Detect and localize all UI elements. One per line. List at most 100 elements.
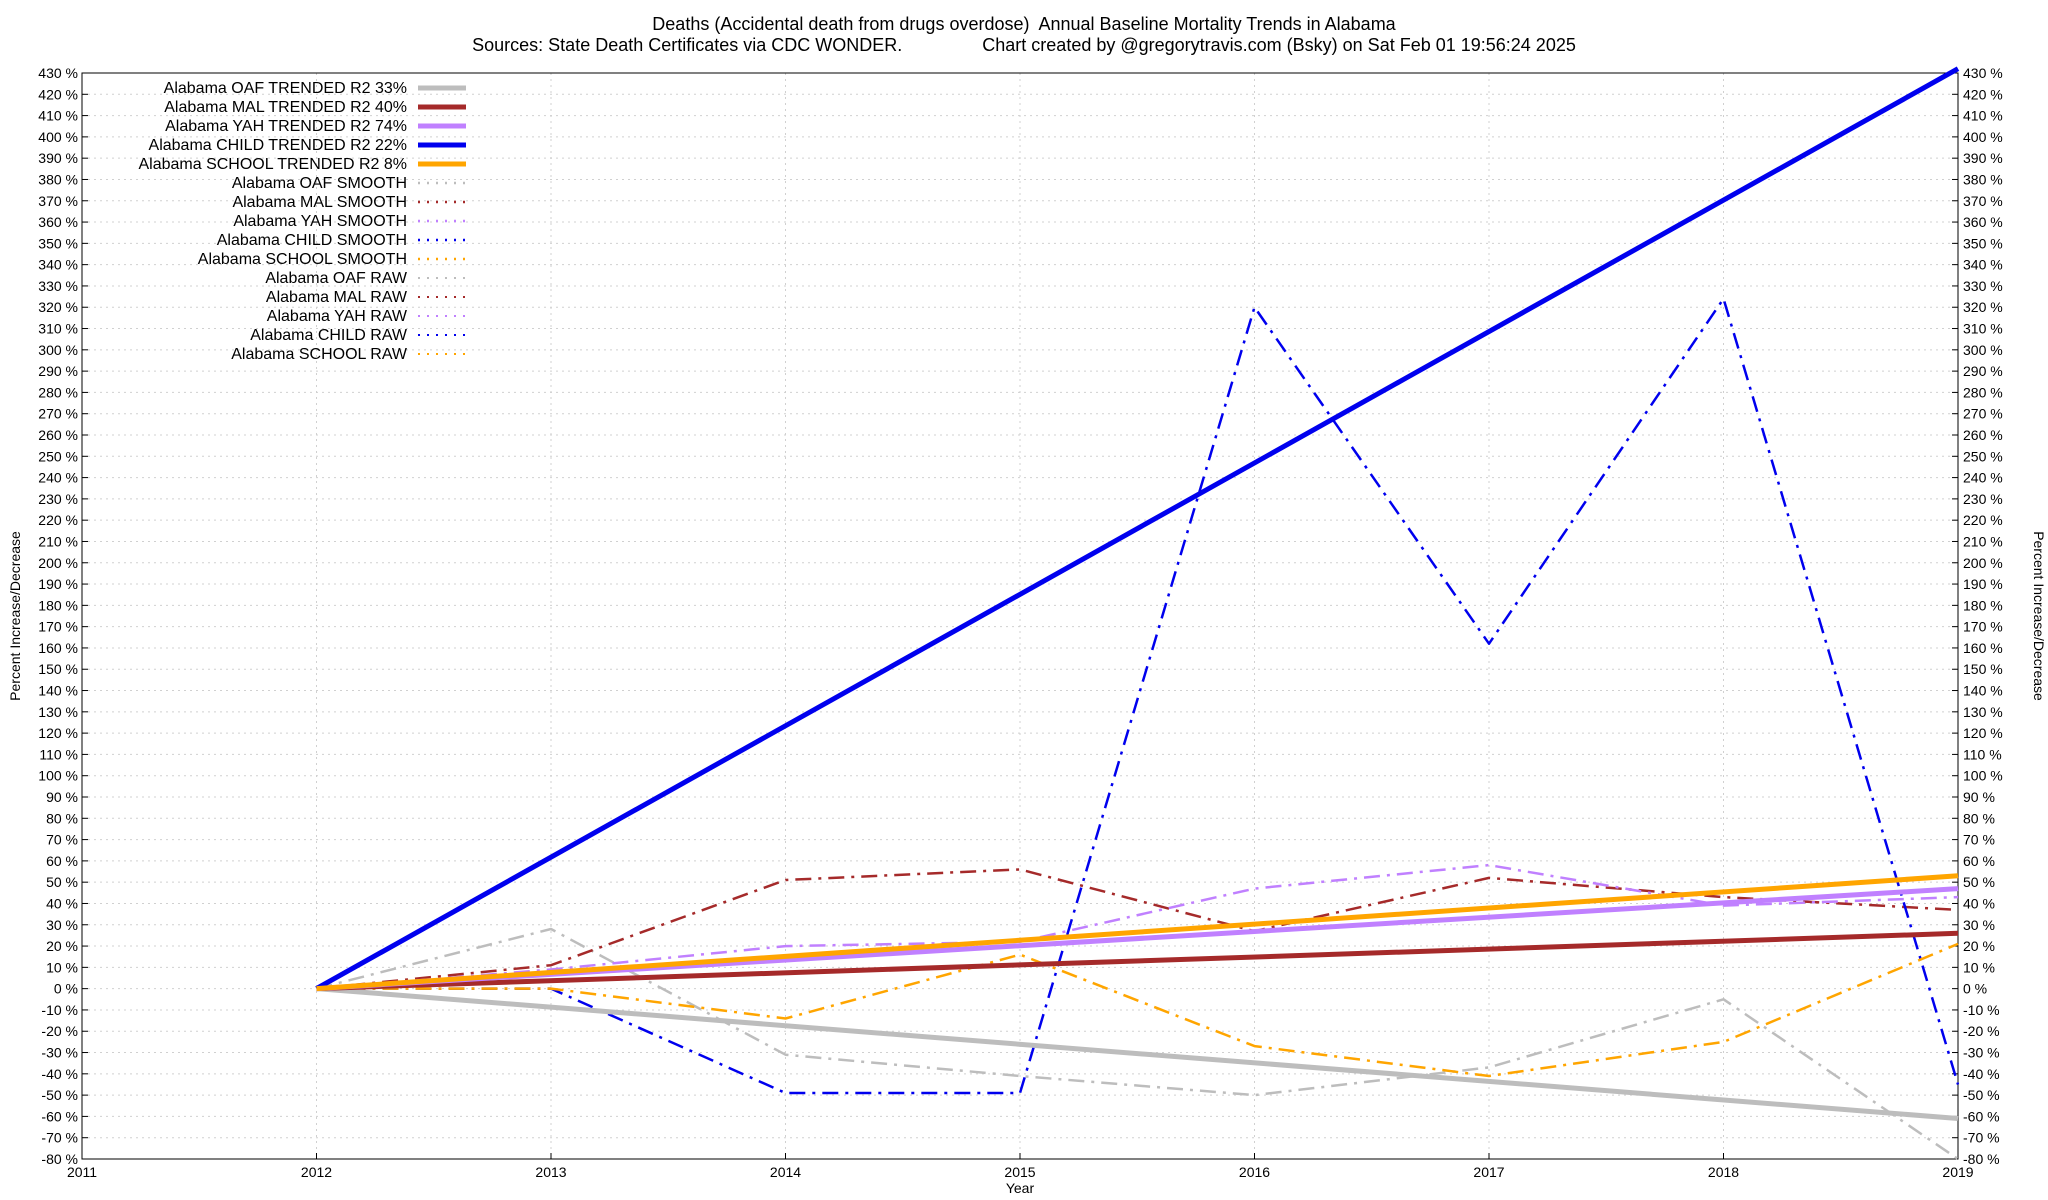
y-tick-label-left: 430 % [38,65,78,81]
y-tick-label-left: -60 % [41,1108,78,1124]
y-tick-label-right: 40 % [1963,895,1995,911]
y-tick-label-right: 50 % [1963,874,1995,890]
y-tick-label-left: 350 % [38,235,78,251]
y-tick-label-right: 390 % [1963,150,2003,166]
y-tick-label-left: 0 % [54,981,78,997]
y-tick-label-right: 260 % [1963,427,2003,443]
y-tick-label-right: 160 % [1963,640,2003,656]
y-tick-label-right: 410 % [1963,108,2003,124]
y-tick-label-left: 330 % [38,278,78,294]
y-tick-label-right: 350 % [1963,235,2003,251]
y-tick-label-left: 180 % [38,597,78,613]
y-tick-label-left: 100 % [38,768,78,784]
y-tick-label-right: 370 % [1963,193,2003,209]
series-line-alabama-child-trended-r2-22 [315,66,1960,991]
x-tick-label: 2013 [535,1164,566,1180]
y-tick-label-left: 80 % [46,810,78,826]
series-line-alabama-child-smooth [316,297,1960,1095]
x-tick-label: 2012 [301,1164,332,1180]
y-tick-label-left: 280 % [38,384,78,400]
y-tick-label-left: 10 % [46,959,78,975]
y-tick-label-left: 320 % [38,299,78,315]
x-tick-label: 2017 [1473,1164,1504,1180]
series-line-alabama-oaf-smooth [316,927,1959,1161]
y-tick-label-right: 360 % [1963,214,2003,230]
legend-label: Alabama MAL SMOOTH [232,194,407,211]
y-tick-label-left: 270 % [38,406,78,422]
chart-subtitle: Sources: State Death Certificates via CD… [472,35,1576,55]
y-tick-label-left: 20 % [46,938,78,954]
y-tick-label-right: 320 % [1963,299,2003,315]
x-tick-label: 2018 [1708,1164,1739,1180]
y-tick-label-left: 130 % [38,704,78,720]
x-axis-label: Year [1006,1180,1035,1196]
legend-label: Alabama SCHOOL SMOOTH [198,251,407,268]
y-tick-label-left: 50 % [46,874,78,890]
y-tick-label-right: -20 % [1963,1023,2000,1039]
y-tick-label-right: 90 % [1963,789,1995,805]
y-tick-label-left: 210 % [38,533,78,549]
series-line-alabama-yah-smooth [316,863,1959,990]
legend-label: Alabama YAH TRENDED R2 74% [165,118,407,135]
series-line-alabama-school-trended-r2-8 [316,873,1959,992]
y-tick-label-left: -10 % [41,1002,78,1018]
y-axis-label-left: Percent Increase/Decrease [7,531,23,701]
y-tick-label-right: 30 % [1963,917,1995,933]
y-tick-label-right: 150 % [1963,661,2003,677]
y-tick-label-right: 270 % [1963,406,2003,422]
y-tick-label-right: 380 % [1963,171,2003,187]
y-tick-label-right: 110 % [1963,746,2002,762]
y-tick-label-right: 420 % [1963,86,2003,102]
y-tick-label-left: 300 % [38,342,78,358]
y-tick-label-left: 200 % [38,555,78,571]
y-tick-label-right: 220 % [1963,512,2003,528]
y-tick-label-left: 390 % [38,150,78,166]
y-tick-label-left: 420 % [38,86,78,102]
y-tick-label-right: 280 % [1963,384,2003,400]
y-tick-label-right: -60 % [1963,1108,2000,1124]
y-tick-label-right: 200 % [1963,555,2003,571]
y-tick-label-right: 60 % [1963,853,1995,869]
y-tick-label-right: 400 % [1963,129,2003,145]
y-tick-label-left: 240 % [38,470,78,486]
y-tick-label-left: 370 % [38,193,78,209]
y-tick-label-right: 180 % [1963,597,2003,613]
y-tick-label-right: 20 % [1963,938,1995,954]
y-tick-label-left: 70 % [46,832,78,848]
y-tick-label-right: 340 % [1963,257,2003,273]
y-tick-label-left: -50 % [41,1087,78,1103]
y-tick-label-right: 310 % [1963,321,2003,337]
legend-label: Alabama OAF TRENDED R2 33% [164,80,407,97]
y-tick-label-right: 10 % [1963,959,1995,975]
y-tick-label-right: 170 % [1963,619,2003,635]
chart-title: Deaths (Accidental death from drugs over… [652,14,1396,34]
x-tick-label: 2015 [1004,1164,1035,1180]
legend-label: Alabama OAF SMOOTH [232,175,407,192]
y-tick-label-left: 170 % [38,619,78,635]
y-tick-label-left: 60 % [46,853,78,869]
legend-label: Alabama MAL RAW [266,289,408,306]
y-tick-label-left: 150 % [38,661,78,677]
y-tick-label-left: 310 % [38,321,78,337]
series-lines [315,66,1960,1161]
y-tick-label-left: 220 % [38,512,78,528]
y-tick-label-left: 90 % [46,789,78,805]
y-tick-label-left: -40 % [41,1066,78,1082]
legend-label: Alabama CHILD RAW [250,327,408,344]
y-tick-label-right: -70 % [1963,1130,2000,1146]
y-tick-label-left: 250 % [38,448,78,464]
y-tick-label-right: 0 % [1963,981,1987,997]
y-tick-label-left: -80 % [41,1151,78,1167]
y-tick-label-right: 190 % [1963,576,2003,592]
y-tick-label-left: 160 % [38,640,78,656]
y-tick-label-left: -30 % [41,1045,78,1061]
y-tick-label-left: 120 % [38,725,78,741]
y-tick-label-right: 120 % [1963,725,2003,741]
y-tick-label-left: 30 % [46,917,78,933]
y-tick-label-right: 290 % [1963,363,2003,379]
plot-frame [81,72,1959,1160]
legend-label: Alabama YAH RAW [267,308,408,325]
x-tick-label: 2019 [1942,1164,1973,1180]
